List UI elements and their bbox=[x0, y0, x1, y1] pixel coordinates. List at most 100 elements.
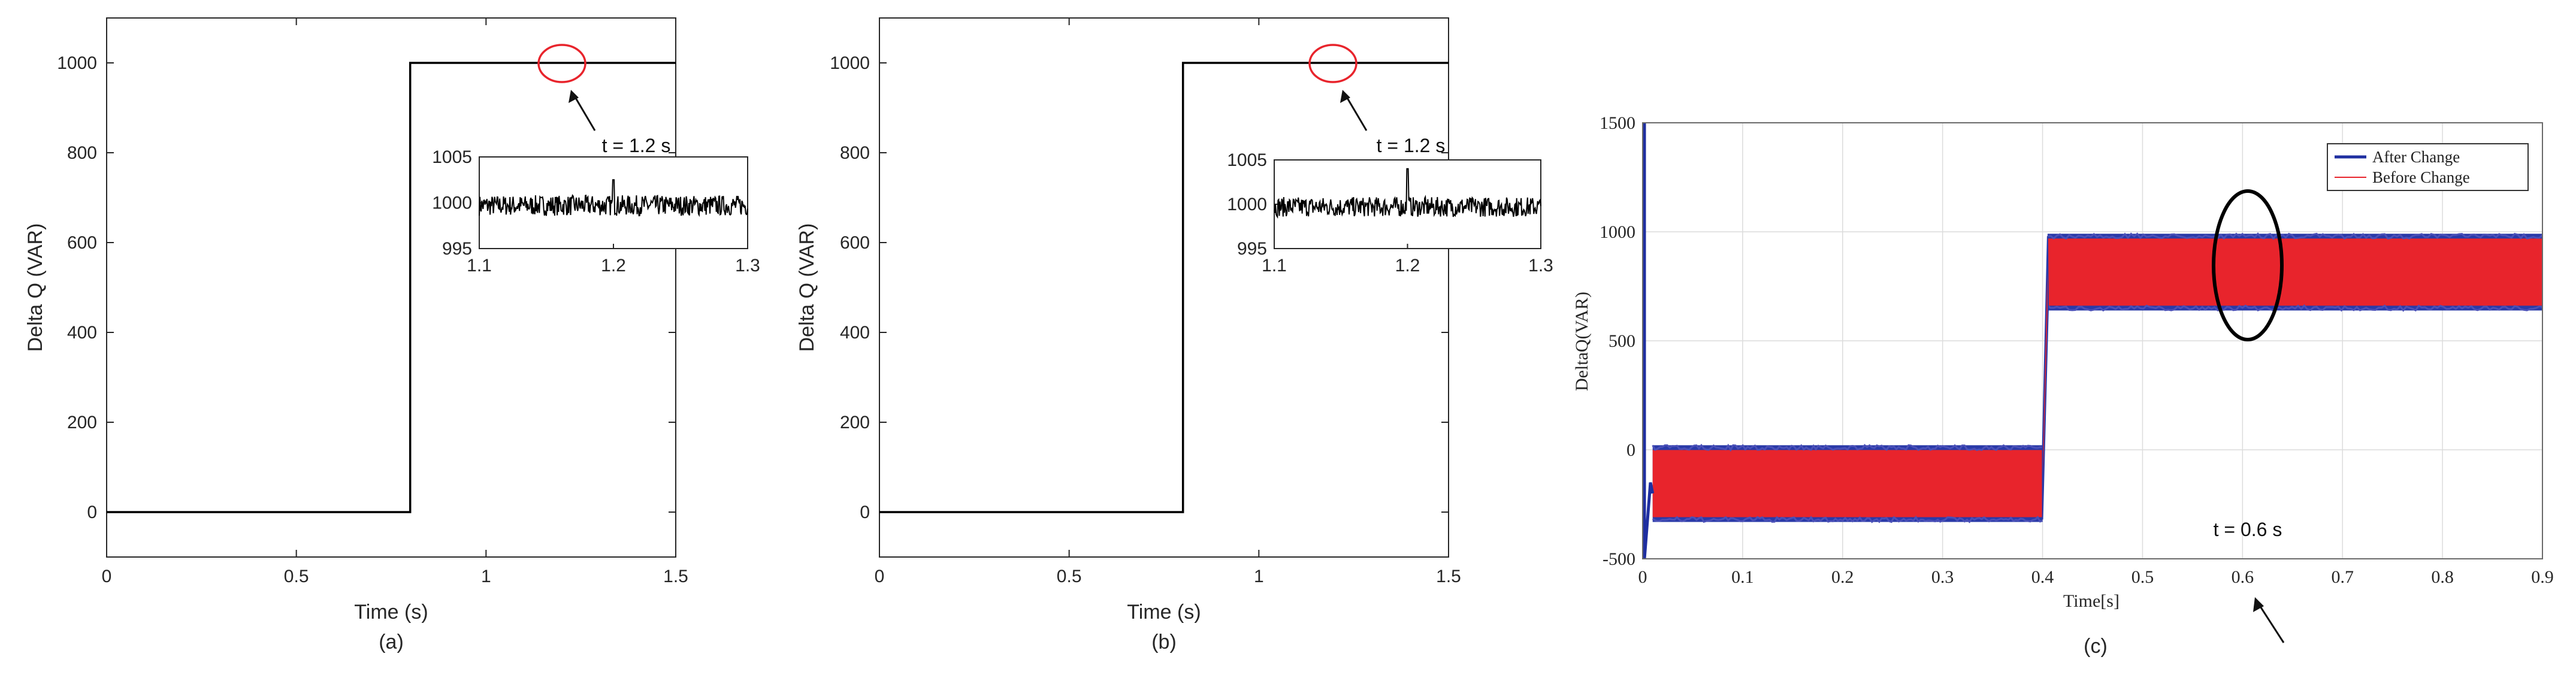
c-x-tick-label: 0 bbox=[1638, 567, 1647, 587]
chart-b-series-line bbox=[879, 62, 1449, 513]
y-tick-label: 600 bbox=[840, 233, 870, 253]
chart-b-arrow-head bbox=[1340, 90, 1350, 103]
chart-a-panel-label: (a) bbox=[379, 631, 404, 653]
chart-b-annotation-arrow bbox=[1344, 93, 1368, 131]
inset-x-tick-label: 1.2 bbox=[601, 256, 626, 276]
c-band-top-edge-0 bbox=[1652, 443, 2043, 452]
chart-a-highlight-circle bbox=[537, 44, 586, 83]
y-tick-label: 0 bbox=[860, 503, 870, 522]
c-step-transition bbox=[2042, 236, 2049, 520]
x-tick-label: 1 bbox=[1254, 567, 1264, 586]
chart-c-legend-box bbox=[2327, 143, 2529, 191]
chart-c-legend-label-before: Before Change bbox=[2372, 168, 2470, 186]
chart-b-panel-label: (b) bbox=[1151, 631, 1177, 653]
chart-a-inset: 995 1000 1005 1.1 1.2 1.3 bbox=[432, 147, 760, 276]
y-tick-label: 400 bbox=[67, 323, 97, 343]
chart-b-xlabel: Time (s) bbox=[1127, 601, 1201, 623]
c-y-tick-label: 1500 bbox=[1600, 113, 1635, 133]
c-band-bottom-edge-1 bbox=[2047, 304, 2543, 312]
chart-b-inset-x-ticks: 1.1 1.2 1.3 bbox=[1262, 244, 1553, 276]
c-y-tick-label: 0 bbox=[1626, 440, 1635, 460]
y-tick-label: 200 bbox=[67, 413, 97, 432]
y-tick-label: 400 bbox=[840, 323, 870, 343]
inset-x-tick-label: 1.1 bbox=[1262, 256, 1287, 276]
c-x-tick-label: 0.7 bbox=[2331, 567, 2354, 587]
chart-b-inset: 995 1000 1005 1.1 1.2 1.3 bbox=[1227, 150, 1553, 276]
chart-c-signal-bands bbox=[1652, 232, 2543, 523]
y-tick-label: 600 bbox=[67, 233, 97, 253]
chart-c-initial-spike bbox=[1643, 123, 1655, 559]
x-tick-label: 1.5 bbox=[663, 567, 688, 586]
chart-c-annotation-arrow bbox=[2257, 603, 2285, 643]
y-tick-label: 1000 bbox=[830, 53, 870, 73]
chart-b-x-ticks: 0 0.5 1 1.5 bbox=[875, 18, 1461, 586]
chart-b-plot-frame bbox=[879, 17, 1449, 558]
chart-a-arrow-head bbox=[569, 90, 579, 103]
c-y-tick-label: 500 bbox=[1609, 331, 1635, 351]
y-tick-label: 800 bbox=[840, 143, 870, 163]
c-x-tick-label: 0.6 bbox=[2232, 567, 2254, 587]
chart-a-xlabel: Time (s) bbox=[354, 601, 428, 623]
c-x-tick-label: 0.9 bbox=[2531, 567, 2554, 587]
chart-a-ylabel: Delta Q (VAR) bbox=[24, 223, 47, 352]
inset-y-tick-label: 995 bbox=[1237, 239, 1267, 259]
chart-c-annotation-text: t = 0.6 s bbox=[2214, 519, 2282, 540]
inset-x-tick-label: 1.1 bbox=[467, 256, 492, 276]
c-band-fill-1 bbox=[2047, 238, 2542, 306]
x-tick-label: 1 bbox=[481, 567, 491, 586]
x-tick-label: 0.5 bbox=[284, 567, 309, 586]
chart-a-series-line bbox=[107, 62, 676, 513]
chart-b-annotation-text: t = 1.2 s bbox=[1377, 135, 1446, 156]
c-x-tick-label: 0.1 bbox=[1731, 567, 1754, 587]
chart-c-highlight-ellipse bbox=[2212, 189, 2284, 341]
chart-a-y-ticks: 0 200 400 600 800 1000 bbox=[57, 53, 676, 522]
chart-b-highlight-circle bbox=[1308, 44, 1357, 83]
chart-b-ylabel: Delta Q (VAR) bbox=[796, 223, 818, 352]
inset-y-tick-label: 1000 bbox=[432, 193, 472, 213]
chart-c-x-ticks: 0 0.1 0.2 0.3 0.4 0.5 0.6 0.7 0.8 0.9 bbox=[1638, 567, 2554, 587]
inset-y-tick-label: 995 bbox=[442, 239, 472, 259]
chart-c-ylabel: DeltaQ(VAR) bbox=[1572, 292, 1592, 391]
c-x-tick-label: 0.5 bbox=[2131, 567, 2154, 587]
chart-a-inset-noise-line bbox=[479, 179, 748, 217]
chart-c-arrow-head bbox=[2253, 597, 2264, 612]
chart-a-inset-x-ticks: 1.1 1.2 1.3 bbox=[467, 244, 760, 276]
x-tick-label: 0.5 bbox=[1057, 567, 1082, 586]
chart-a-annotation-text: t = 1.2 s bbox=[602, 135, 671, 156]
c-y-tick-label: 1000 bbox=[1600, 222, 1635, 242]
x-tick-label: 0 bbox=[875, 567, 885, 586]
y-tick-label: 0 bbox=[87, 503, 97, 522]
chart-a-inset-y-ticks: 995 1000 1005 bbox=[432, 147, 484, 259]
y-tick-label: 800 bbox=[67, 143, 97, 163]
x-tick-label: 1.5 bbox=[1436, 567, 1461, 586]
chart-b: 0 200 400 600 800 1000 0 0.5 1 1.5 Time (s) Delt… bbox=[796, 17, 1553, 653]
chart-c-y-ticks: -500 0 500 1000 1500 bbox=[1600, 113, 1635, 569]
c-x-tick-label: 0.2 bbox=[1831, 567, 1854, 587]
inset-x-tick-label: 1.3 bbox=[735, 256, 760, 276]
chart-b-inset-y-ticks: 995 1000 1005 bbox=[1227, 150, 1279, 259]
chart-c-legend: After Change Before Change bbox=[2327, 143, 2529, 191]
inset-y-tick-label: 1005 bbox=[1227, 150, 1267, 170]
inset-y-tick-label: 1005 bbox=[432, 147, 472, 167]
c-x-tick-label: 0.3 bbox=[1931, 567, 1954, 587]
chart-b-y-ticks: 0 200 400 600 800 1000 bbox=[830, 53, 1449, 522]
chart-a-annotation-arrow bbox=[572, 93, 596, 131]
chart-a-plot-frame bbox=[106, 17, 676, 558]
chart-b-inset-noise-line bbox=[1274, 168, 1541, 219]
c-band-top-edge-1 bbox=[2047, 232, 2543, 240]
chart-c-xlabel: Time[s] bbox=[2063, 591, 2120, 611]
chart-a: 0 200 400 600 800 1000 0 0.5 1 1.5 Time (s) Delt… bbox=[24, 17, 760, 653]
y-tick-label: 1000 bbox=[57, 53, 97, 73]
c-band-fill-0 bbox=[1652, 450, 2043, 517]
inset-x-tick-label: 1.2 bbox=[1395, 256, 1420, 276]
inset-x-tick-label: 1.3 bbox=[1528, 256, 1553, 276]
c-x-tick-label: 0.8 bbox=[2431, 567, 2454, 587]
chart-c-legend-label-after: After Change bbox=[2372, 148, 2460, 166]
y-tick-label: 200 bbox=[840, 413, 870, 432]
chart-c-panel-label: (c) bbox=[2084, 635, 2108, 658]
chart-c-plot-frame bbox=[1642, 122, 2543, 559]
c-y-tick-label: -500 bbox=[1603, 549, 1635, 569]
inset-y-tick-label: 1000 bbox=[1227, 195, 1267, 214]
